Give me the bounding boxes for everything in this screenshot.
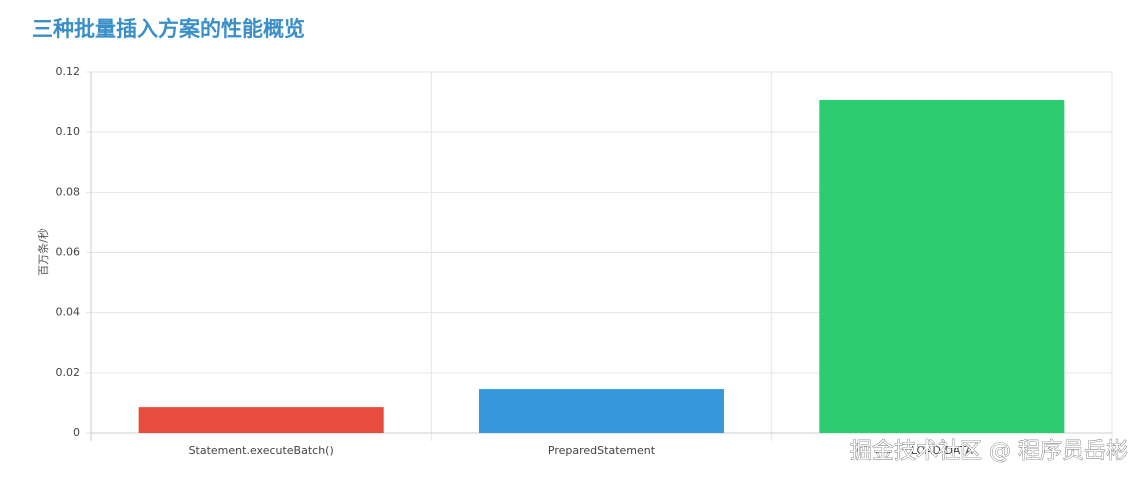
y-tick-label: 0.10 [56, 125, 81, 138]
y-tick-label: 0.04 [56, 306, 81, 319]
chart-title: 三种批量插入方案的性能概览 [32, 17, 305, 41]
y-tick-label: 0.12 [56, 65, 81, 78]
x-tick-label: Statement.executeBatch() [189, 444, 334, 457]
y-axis-label: 百万条/秒 [36, 228, 50, 276]
y-tick-label: 0 [73, 426, 80, 439]
y-tick-label: 0.02 [56, 366, 81, 379]
y-tick-label: 0.08 [56, 185, 81, 198]
bar [138, 407, 384, 433]
watermark: 掘金技术社区 @ 程序员岳彬 [850, 439, 1128, 464]
x-tick-label: PreparedStatement [548, 444, 656, 457]
bar [478, 389, 725, 433]
bar [819, 99, 1065, 433]
x-tick-label: LOAD DATA [911, 444, 974, 457]
y-tick-label: 0.06 [56, 246, 81, 259]
